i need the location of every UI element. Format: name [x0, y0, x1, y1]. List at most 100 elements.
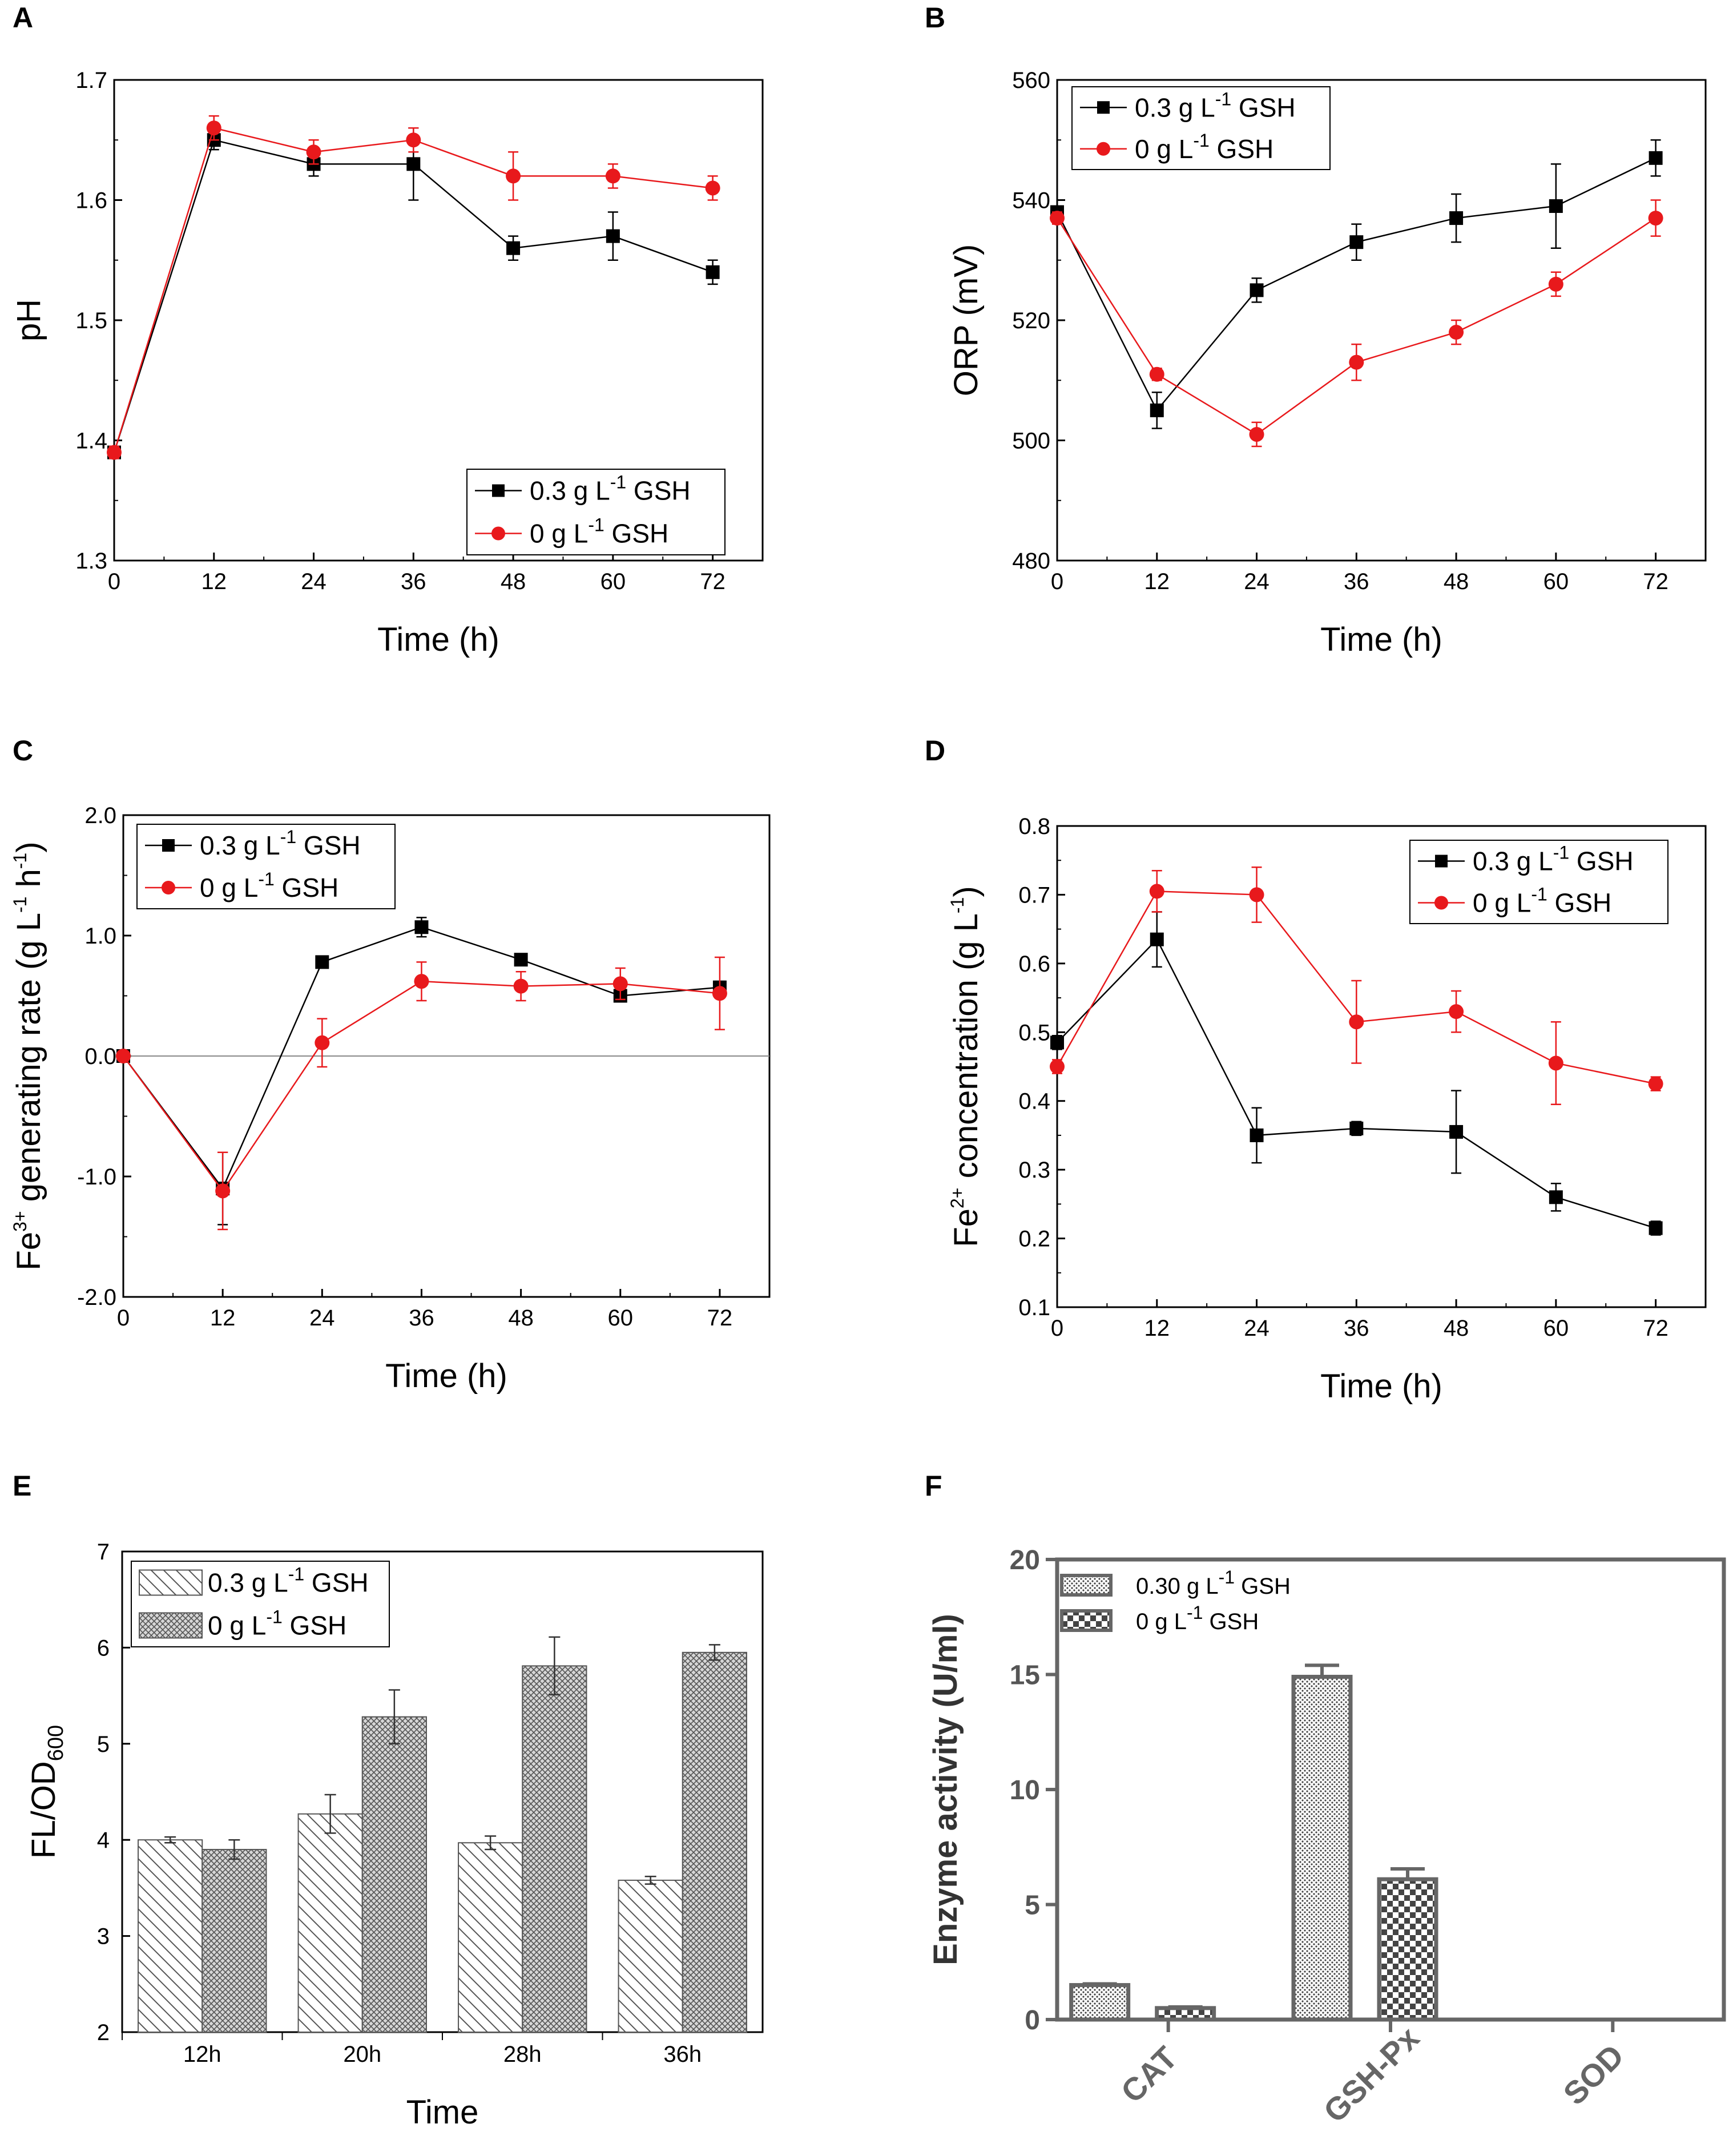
legend-label: 0 g L-1 GSH: [1136, 1602, 1259, 1634]
x-tick-label: 72: [1643, 569, 1668, 594]
y-axis-title: Fe2+ concentration (g L-1): [947, 886, 985, 1247]
data-point: [1149, 366, 1164, 382]
x-tick-label: 60: [600, 569, 626, 594]
y-tick-label: 15: [1010, 1661, 1040, 1691]
series-0: [1050, 139, 1663, 429]
data-point: [605, 168, 620, 184]
data-point: [107, 445, 122, 460]
legend: 0.3 g L-1 GSH 0 g L-1 GSH: [1071, 86, 1331, 170]
y-tick-label: 0.1: [1018, 1295, 1050, 1320]
x-tick-label: 12: [1144, 569, 1170, 594]
x-tick-label: 48: [1444, 569, 1469, 594]
legend-box: [466, 469, 726, 555]
y-tick-label: -2.0: [77, 1285, 116, 1310]
bar: [297, 1813, 363, 2033]
data-point: [1149, 884, 1164, 899]
bar: [522, 1665, 587, 2033]
x-tick-label: 12: [201, 569, 227, 594]
y-tick-label: 0.8: [1018, 814, 1050, 839]
legend-label: 0.3 g L-1 GSH: [1135, 88, 1296, 122]
data-point: [1050, 1059, 1065, 1074]
y-axis-title: ORP (mV): [948, 244, 985, 396]
y-tick-label: 540: [1012, 188, 1050, 213]
x-tick-label: 36h: [663, 2042, 702, 2067]
data-point: [712, 986, 727, 1001]
x-tick-label: 36: [1344, 1316, 1369, 1341]
x-tick-label: 0: [117, 1305, 130, 1331]
data-point: [1449, 325, 1464, 340]
data-point: [506, 241, 521, 255]
legend-label: 0.3 g L-1 GSH: [1473, 843, 1634, 876]
y-tick-label: 0.5: [1018, 1020, 1050, 1045]
data-point: [1648, 211, 1663, 226]
data-point: [1449, 1125, 1464, 1139]
panel-letter: D: [925, 735, 945, 767]
y-tick-label: 2.0: [84, 803, 116, 828]
y-tick-label: 0.7: [1018, 882, 1050, 908]
x-tick-label: 20h: [343, 2042, 381, 2067]
data-point: [1548, 1055, 1563, 1071]
series-1: [1050, 199, 1663, 448]
data-point: [1548, 276, 1563, 292]
y-tick-label: 1.0: [84, 924, 116, 949]
y-axis-title: pH: [10, 299, 47, 341]
data-point: [1649, 151, 1663, 165]
y-tick-label: 0.0: [84, 1044, 116, 1069]
panel-D: D 0 12 24 36 48 60 72 0.1 0.2 0.3 0.4 0.5 0.6 0.7 0.8 Ti…: [925, 735, 1707, 1405]
data-point: [705, 180, 720, 196]
circle-marker-icon: [162, 881, 175, 894]
square-marker-icon: [162, 839, 175, 852]
bar: [1155, 2006, 1216, 2022]
x-tick-label: 48: [501, 569, 526, 594]
data-point: [506, 168, 521, 184]
y-tick-label: 0.4: [1018, 1089, 1050, 1114]
legend-label: 0.3 g L-1 GSH: [530, 472, 691, 506]
y-tick-label: 0: [1025, 2005, 1040, 2036]
panel-letter: B: [925, 2, 945, 34]
legend: 0.3 g L-1 GSH 0 g L-1 GSH: [136, 824, 396, 909]
data-point: [1649, 1221, 1663, 1235]
x-tick-label: 48: [508, 1305, 534, 1331]
data-point: [116, 1049, 131, 1063]
x-tick-label: 60: [1543, 569, 1569, 594]
y-axis-title: Fe3+ generating rate (g L-1 h-1): [10, 841, 47, 1270]
panel-letter: A: [13, 2, 33, 34]
y-tick-label: 5: [1025, 1891, 1040, 1921]
y-tick-label: 0.3: [1018, 1158, 1050, 1183]
panel-F: F 0 5 10 15 20 CAT GSH-Px SOD Enzyme activity (U/…: [925, 1470, 1726, 2129]
x-tick-label: 72: [707, 1305, 733, 1331]
x-tick-label: 0: [1051, 569, 1063, 594]
x-tick-label: SOD: [1556, 2037, 1630, 2111]
data-point: [1250, 1128, 1264, 1142]
y-tick-label: 500: [1012, 429, 1050, 454]
x-axis-title: Time (h): [1320, 621, 1442, 658]
panel-letter: F: [925, 1470, 942, 1502]
bar: [1291, 1675, 1353, 2022]
y-tick-label: 1.7: [75, 68, 107, 93]
data-point: [1349, 1121, 1364, 1135]
data-point: [514, 953, 528, 967]
y-axis-title: FL/OD600: [25, 1725, 68, 1859]
series-1: [107, 115, 720, 460]
legend-box: [136, 824, 396, 909]
circle-marker-icon: [1434, 896, 1448, 910]
data-point: [1349, 1014, 1364, 1030]
bar: [618, 1879, 683, 2033]
legend-swatch: [1060, 1609, 1113, 1632]
data-point: [606, 229, 620, 243]
panel-letter: E: [13, 1470, 31, 1502]
x-tick-label: 36: [409, 1305, 434, 1331]
x-tick-label: 60: [1543, 1316, 1569, 1341]
x-tick-label: 72: [1643, 1316, 1668, 1341]
data-point: [1050, 1035, 1064, 1050]
panel-B: B 0 12 24 36 48 60 72 480 500 520 540 560 Time (h) ORP…: [925, 2, 1707, 658]
y-axis-title: Enzyme activity (U/ml): [927, 1614, 964, 1965]
bar: [1069, 1983, 1131, 2022]
x-axis-title: Time: [406, 2094, 479, 2131]
x-axis-title: Time (h): [1320, 1368, 1442, 1405]
bar: [1377, 1877, 1438, 2022]
x-tick-label: 36: [1344, 569, 1369, 594]
bar: [138, 1839, 203, 2033]
x-tick-label: 24: [301, 569, 327, 594]
bar: [361, 1716, 427, 2033]
